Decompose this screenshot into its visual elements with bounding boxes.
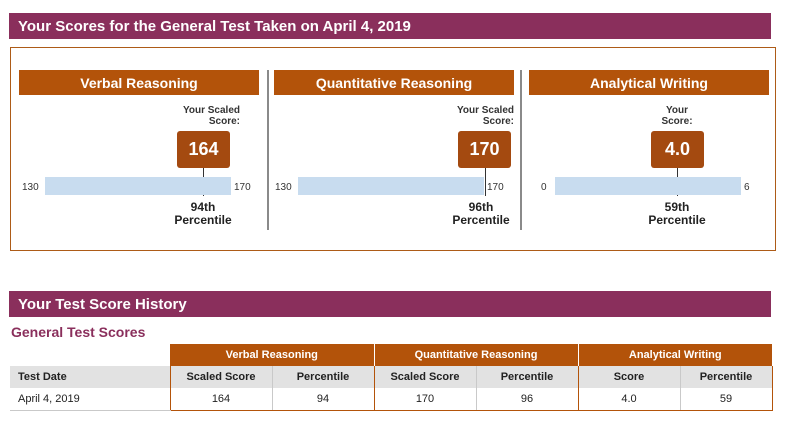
- group-header-verbal: Verbal Reasoning: [170, 344, 375, 366]
- verbal-min: 130: [22, 182, 39, 193]
- writing-percentile: 59th Percentile: [648, 200, 706, 227]
- writing-max: 6: [744, 182, 750, 193]
- col-header-writing-percentile: Percentile: [680, 366, 773, 388]
- quant-score-track: [298, 177, 484, 195]
- verbal-score-track: [45, 177, 231, 195]
- panel-divider: [267, 70, 269, 230]
- quant-score-label: Your Scaled Score:: [456, 105, 514, 127]
- quant-header: Quantitative Reasoning: [274, 70, 514, 95]
- verbal-score-label: Your Scaled Score:: [182, 105, 240, 127]
- verbal-score-badge: 164: [177, 131, 230, 168]
- table-group-header-row: Verbal Reasoning Quantitative Reasoning …: [10, 344, 772, 366]
- row-verbal-score: 164: [169, 388, 273, 411]
- quant-max: 170: [487, 182, 504, 193]
- col-header-quant-percentile: Percentile: [476, 366, 579, 388]
- col-header-writing-score: Score: [578, 366, 681, 388]
- writing-panel: Analytical Writing Your Score: 4.0 0 6 59…: [529, 48, 769, 252]
- row-writing-percentile: 59: [680, 388, 773, 411]
- verbal-panel: Verbal Reasoning Your Scaled Score: 164 1…: [19, 48, 259, 252]
- row-quant-score: 170: [374, 388, 477, 411]
- panel-divider: [520, 70, 522, 230]
- history-banner: Your Test Score History: [9, 291, 771, 317]
- quant-panel: Quantitative Reasoning Your Scaled Score:…: [274, 48, 514, 252]
- writing-score-badge: 4.0: [651, 131, 704, 168]
- verbal-max: 170: [234, 182, 251, 193]
- quant-percentile: 96th Percentile: [452, 200, 510, 227]
- scores-banner-title: Your Scores for the General Test Taken o…: [18, 17, 411, 35]
- verbal-header: Verbal Reasoning: [19, 70, 259, 95]
- scores-banner: Your Scores for the General Test Taken o…: [9, 13, 771, 39]
- table-row: April 4, 2019 164 94 170 96 4.0 59: [10, 388, 773, 411]
- row-test-date: April 4, 2019: [10, 388, 170, 411]
- empty-header-cell: [10, 344, 170, 366]
- history-banner-title: Your Test Score History: [18, 295, 187, 313]
- score-summary-box: Verbal Reasoning Your Scaled Score: 164 1…: [10, 47, 776, 251]
- table-column-header-row: Test Date Scaled Score Percentile Scaled…: [10, 366, 773, 388]
- verbal-percentile: 94th Percentile: [174, 200, 232, 227]
- general-test-scores-heading: General Test Scores: [11, 324, 146, 340]
- writing-header: Analytical Writing: [529, 70, 769, 95]
- row-quant-percentile: 96: [476, 388, 579, 411]
- row-writing-score: 4.0: [578, 388, 681, 411]
- group-header-quant: Quantitative Reasoning: [374, 344, 579, 366]
- col-header-test-date: Test Date: [10, 366, 170, 388]
- quant-score-badge: 170: [458, 131, 511, 168]
- group-header-writing: Analytical Writing: [578, 344, 772, 366]
- score-history-table: Verbal Reasoning Quantitative Reasoning …: [10, 344, 773, 411]
- writing-min: 0: [541, 182, 547, 193]
- col-header-verbal-percentile: Percentile: [272, 366, 375, 388]
- col-header-quant-score: Scaled Score: [374, 366, 477, 388]
- writing-score-track: [555, 177, 741, 195]
- col-header-verbal-score: Scaled Score: [169, 366, 273, 388]
- quant-min: 130: [275, 182, 292, 193]
- row-verbal-percentile: 94: [272, 388, 375, 411]
- writing-score-label: Your Score:: [661, 105, 693, 127]
- quant-score-marker: [485, 168, 486, 196]
